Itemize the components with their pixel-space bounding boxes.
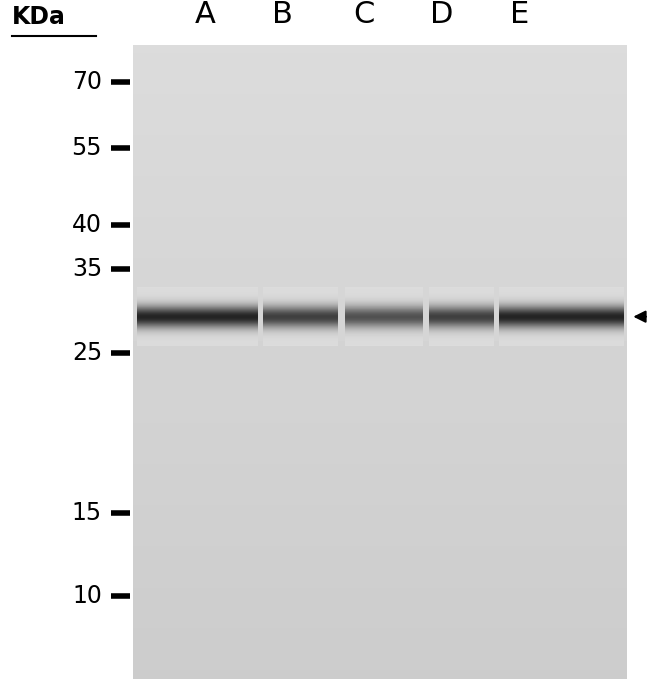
- Text: 70: 70: [72, 70, 102, 94]
- Text: KDa: KDa: [12, 6, 66, 29]
- Text: A: A: [194, 0, 215, 29]
- Text: D: D: [430, 0, 454, 29]
- Text: C: C: [354, 0, 374, 29]
- Text: E: E: [510, 0, 530, 29]
- Text: 40: 40: [72, 213, 102, 237]
- Text: B: B: [272, 0, 293, 29]
- Text: 35: 35: [72, 257, 102, 280]
- Text: 55: 55: [72, 136, 102, 160]
- Text: 25: 25: [72, 341, 102, 365]
- Text: 10: 10: [72, 585, 102, 608]
- Text: 15: 15: [72, 501, 102, 525]
